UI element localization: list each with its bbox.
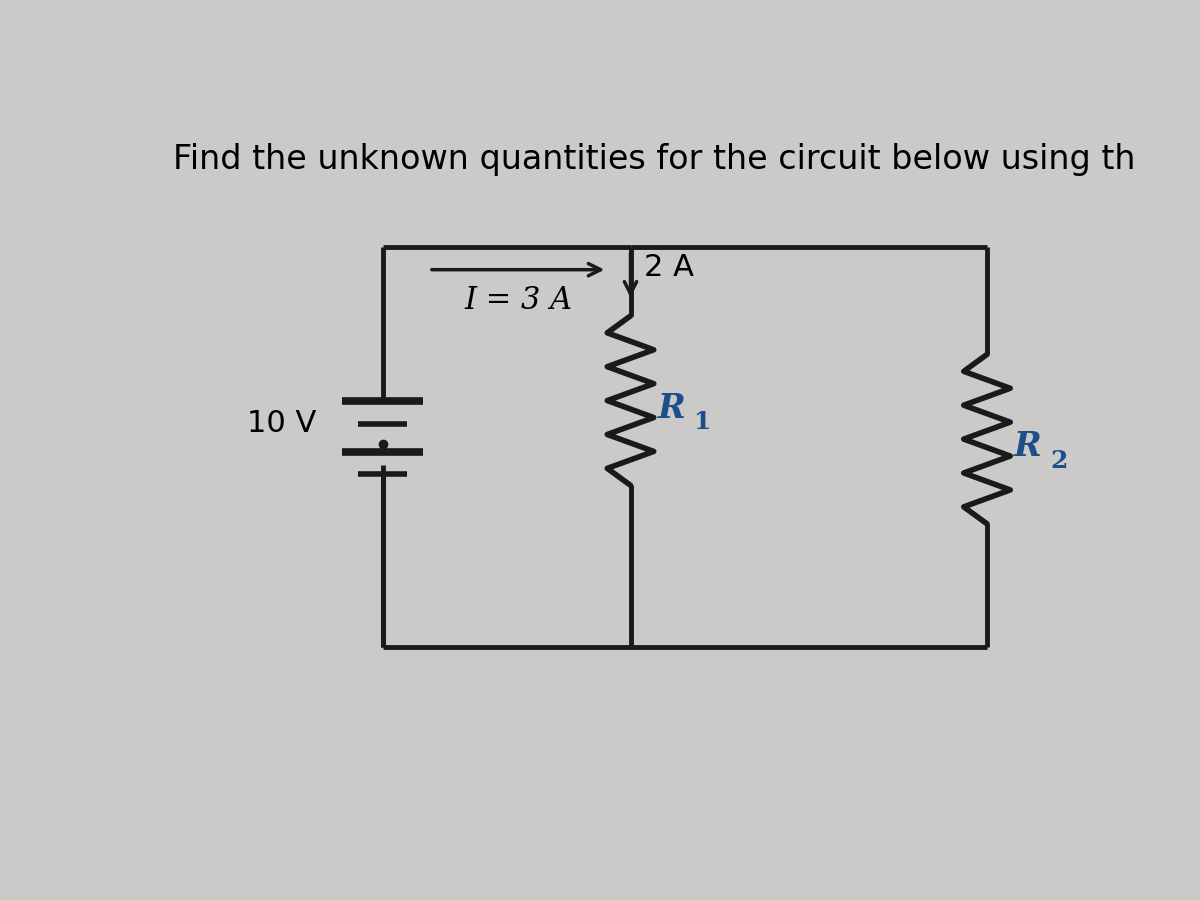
Text: 10 V: 10 V [247,410,317,438]
Text: R: R [1014,430,1042,464]
Text: 2 A: 2 A [644,253,695,282]
Text: R: R [658,392,685,425]
Text: I = 3 A: I = 3 A [464,285,572,316]
Text: 2: 2 [1050,449,1068,473]
Text: Find the unknown quantities for the circuit below using th: Find the unknown quantities for the circ… [173,142,1135,176]
Text: 1: 1 [694,410,712,434]
